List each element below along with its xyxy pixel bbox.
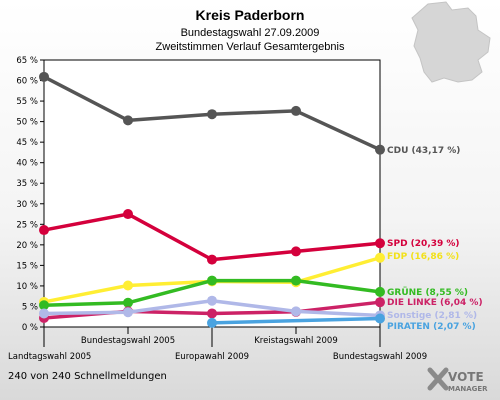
y-tick-label: 40 % (16, 159, 38, 169)
y-tick-label: 50 % (16, 118, 38, 128)
y-tick-label: 60 % (16, 77, 38, 87)
series-layer (39, 71, 385, 328)
series-gr-ne (39, 275, 385, 311)
plot-area (43, 59, 381, 328)
data-point (207, 109, 217, 120)
logo-line-2: MANAGER (448, 385, 488, 393)
data-point (291, 105, 301, 116)
y-tick-label: 30 % (16, 200, 38, 210)
x-tick-label: Bundestagswahl 2005 (81, 336, 175, 346)
chart-subtitle-election: Bundestagswahl 27.09.2009 (181, 27, 320, 39)
y-tick-label: 20 % (16, 241, 38, 251)
data-point (291, 246, 301, 257)
series-value-label: PIRATEN (2,07 %) (387, 322, 476, 332)
series-value-label: FDP (16,86 %) (387, 252, 459, 262)
data-point (39, 225, 49, 236)
y-tick-label: 45 % (16, 138, 38, 148)
x-mark-icon (427, 367, 449, 391)
x-tick-label: Landtagswahl 2005 (8, 352, 91, 362)
x-axis: Landtagswahl 2005 Bundestagswahl 2005Euro… (8, 327, 427, 362)
data-point (207, 295, 217, 306)
x-tick-label: Bundestagswahl 2009 (333, 352, 427, 362)
series-value-label: CDU (43,17 %) (387, 146, 460, 156)
data-point (291, 306, 301, 317)
y-tick-label: 15 % (16, 261, 38, 271)
logo-line-1: VOTE (448, 370, 484, 384)
series-value-label: DIE LINKE (6,04 %) (387, 298, 483, 308)
germany-map-icon (411, 1, 491, 83)
chart-subtitle-description: Zweitstimmen Verlauf Gesamtergebnis (156, 41, 345, 53)
data-point (207, 308, 217, 319)
y-tick-label: 10 % (16, 282, 38, 292)
y-tick-label: 5 % (22, 302, 38, 312)
series-value-label: Sonstige (2,81 %) (387, 311, 477, 321)
data-point (207, 317, 217, 328)
data-point (123, 280, 133, 291)
data-point (39, 308, 49, 319)
data-point (375, 286, 385, 297)
data-point (39, 71, 49, 82)
series-cdu (39, 71, 385, 155)
series-value-label: SPD (20,39 %) (387, 239, 460, 249)
votemanager-logo: VOTE MANAGER (427, 367, 488, 393)
chart-title: Kreis Paderborn (196, 7, 305, 23)
data-point (207, 275, 217, 286)
series-value-label: GRÜNE (8,55 %) (387, 287, 468, 298)
footer-note: 240 von 240 Schnellmeldungen (8, 371, 167, 382)
data-point (207, 254, 217, 265)
data-point (375, 313, 385, 324)
x-tick-label: Europawahl 2009 (175, 352, 249, 362)
y-tick-label: 25 % (16, 220, 38, 230)
data-point (375, 238, 385, 249)
series-spd (39, 209, 385, 265)
series-labels: CDU (43,17 %) SPD (20,39 %) FDP (16,86 %) G… (387, 146, 483, 332)
y-tick-label: 0 % (22, 323, 38, 333)
data-point (123, 307, 133, 318)
data-point (375, 144, 385, 155)
data-point (123, 297, 133, 308)
data-point (375, 297, 385, 308)
data-point (39, 300, 49, 311)
series-piraten (207, 313, 385, 328)
data-point (123, 209, 133, 220)
series-line (211, 316, 381, 325)
y-tick-label: 55 % (16, 97, 38, 107)
y-axis: 0 % 5 % 10 % 15 % 20 % 25 % 30 % 35 % 40 % 45 % 50… (16, 56, 44, 333)
data-point (375, 252, 385, 263)
x-tick-label: Kreistagswahl 2009 (254, 336, 338, 346)
y-tick-label: 35 % (16, 179, 38, 189)
data-point (291, 275, 301, 286)
data-point (123, 115, 133, 126)
y-tick-label: 65 % (16, 56, 38, 66)
